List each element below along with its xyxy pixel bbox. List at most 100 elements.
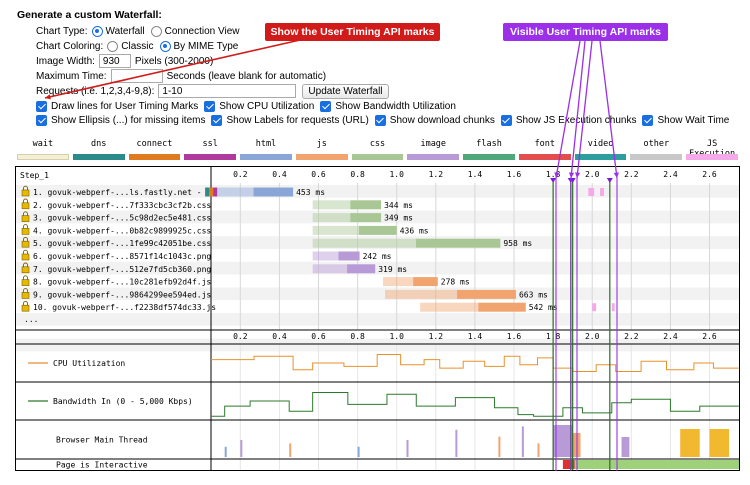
cb-bandwidth-label[interactable]: Show Bandwidth Utilization (335, 100, 456, 112)
callout-visible-user-timing: Visible User Timing API marks (503, 23, 668, 41)
checkbox-checked-icon[interactable] (320, 100, 332, 112)
chart-type-connection-label[interactable]: Connection View (164, 25, 240, 37)
callout-show-user-timing: Show the User Timing API marks (265, 23, 440, 41)
lock-body (21, 240, 30, 248)
request-label: 5. govuk-webperf-...1fe99c42051be.css (33, 239, 211, 248)
cb-js-exec-label[interactable]: Show JS Execution chunks (515, 114, 637, 126)
cb-ellipsis-label[interactable]: Show Ellipsis (...) for missing items (51, 114, 206, 126)
main-thread-blip (521, 426, 524, 457)
request-bar-wait (312, 225, 359, 235)
lock-icon (21, 300, 30, 312)
cb-wait[interactable]: Show Wait Time (642, 114, 730, 126)
cb-user-timing[interactable]: Draw lines for User Timing Marks (36, 100, 199, 112)
request-bar-wait (312, 213, 351, 223)
legend-swatch (72, 154, 125, 160)
request-bar-download (415, 238, 501, 248)
requests-row: Requests (i.e. 1,2,3,4-9,8): 1-10 Update… (36, 83, 389, 99)
legend-item-ssl: ssl (184, 137, 237, 162)
lock-body (21, 202, 30, 210)
requests-input[interactable]: 1-10 (158, 84, 297, 98)
lock-shackle (23, 275, 28, 280)
request-bar-wait (383, 277, 414, 287)
axis-tick-label-bottom: 0.8 (350, 332, 365, 341)
cb-labels[interactable]: Show Labels for requests (URL) (211, 114, 369, 126)
cb-js-exec[interactable]: Show JS Execution chunks (500, 114, 637, 126)
legend-label: js (316, 139, 327, 149)
axis-tick-label-bottom: 2.0 (585, 332, 600, 341)
legend-label: other (643, 139, 670, 149)
request-label: 10. govuk-webperf-...f2238df574dc33.js (33, 303, 216, 312)
legend-swatch (686, 154, 738, 160)
image-width-row: Image Width: 930 Pixels (300-2000) (36, 54, 213, 68)
update-waterfall-button[interactable]: Update Waterfall (302, 83, 389, 99)
coloring-classic-label[interactable]: Classic (121, 40, 154, 52)
max-time-label: Maximum Time: (36, 70, 107, 82)
cb-wait-label[interactable]: Show Wait Time (657, 114, 730, 126)
lock-icon (21, 211, 30, 222)
request-duration: 453 ms (296, 188, 325, 197)
legend-label: wait (32, 139, 54, 149)
cb-user-timing-label[interactable]: Draw lines for User Timing Marks (51, 100, 199, 112)
lock-body (21, 215, 30, 222)
row-background (16, 287, 739, 301)
row-background (16, 325, 739, 339)
request-label: 4. govuk-webperf-...0b82c9899925c.css (33, 226, 211, 235)
row-background (16, 274, 739, 288)
cb-cpu-label[interactable]: Show CPU Utilization (219, 100, 315, 112)
coloring-classic-radio[interactable] (107, 40, 119, 52)
main-thread-block (709, 429, 730, 457)
legend-swatch (518, 154, 571, 160)
image-width-hint: Pixels (300-2000) (134, 55, 214, 67)
cb-cpu[interactable]: Show CPU Utilization (204, 100, 315, 112)
legend-item-image: image (407, 137, 460, 162)
chart-type-waterfall-radio[interactable] (91, 25, 103, 37)
chart-type-connection-radio[interactable] (150, 25, 162, 37)
legend-swatch (17, 154, 69, 160)
cb-chunks-label[interactable]: Show download chunks (389, 114, 495, 126)
lock-icon (21, 288, 30, 299)
user-timing-mark-triangle (550, 178, 557, 183)
coloring-mime-radio[interactable] (159, 40, 171, 52)
chart-type-row: Chart Type: Waterfall Connection View (36, 24, 239, 38)
waterfall-chart: 0.2 0.2 0.4 0.4 0.6 0.6 0.8 0.8 1.0 1.0 1.2 1.2 1.4 1… (15, 166, 740, 471)
requests-label: Requests (i.e. 1,2,3,4-9,8): (36, 85, 155, 97)
legend-swatch (351, 154, 404, 160)
step-label: Step_1 (20, 171, 49, 180)
user-timing-mark-triangle (606, 178, 613, 183)
checkbox-checked-icon[interactable] (642, 114, 654, 126)
js-exec-chunk (588, 188, 595, 196)
axis-tick-label-top: 2.4 (663, 170, 678, 179)
cb-labels-label[interactable]: Show Labels for requests (URL) (226, 114, 369, 126)
lock-icon (21, 249, 30, 261)
checkbox-checked-icon[interactable] (211, 114, 223, 126)
request-duration: 242 ms (363, 252, 392, 261)
request-bar-wait (312, 200, 351, 210)
checkbox-checked-icon[interactable] (500, 114, 512, 126)
image-width-input[interactable]: 930 (98, 54, 131, 68)
checkbox-checked-icon[interactable] (36, 114, 47, 126)
checkbox-checked-icon[interactable] (204, 100, 216, 112)
request-bar-dns (205, 187, 210, 197)
legend-item-other: other (630, 137, 683, 162)
chart-type-waterfall-label[interactable]: Waterfall (105, 25, 145, 37)
lock-body (21, 304, 30, 312)
main-thread-blip (240, 440, 243, 457)
axis-tick-label-bottom: 2.2 (624, 332, 639, 341)
request-duration: 542 ms (529, 303, 558, 312)
legend-label: connect (136, 139, 173, 149)
request-bar-download (253, 187, 294, 197)
chart-coloring-label: Chart Coloring: (36, 40, 104, 52)
checkbox-checked-icon[interactable] (374, 114, 386, 126)
max-time-input[interactable] (110, 69, 163, 83)
image-width-label: Image Width: (36, 55, 95, 67)
coloring-mime-label[interactable]: By MIME Type (173, 40, 239, 52)
cb-ellipsis[interactable]: Show Ellipsis (...) for missing items (36, 114, 206, 126)
main-thread-blip (357, 446, 360, 457)
axis-tick-label-top: 1.0 (389, 170, 404, 179)
cb-chunks[interactable]: Show download chunks (374, 114, 495, 126)
metric-label: CPU Utilization (53, 359, 125, 368)
main-thread-block (572, 433, 581, 457)
checkbox-checked-icon[interactable] (36, 100, 47, 112)
lock-shackle (23, 249, 28, 254)
cb-bandwidth[interactable]: Show Bandwidth Utilization (320, 100, 456, 112)
